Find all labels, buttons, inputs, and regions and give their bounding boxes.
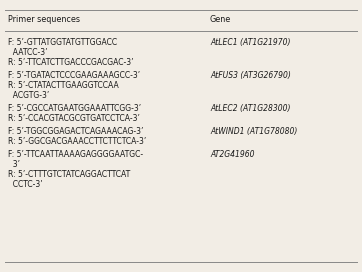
Text: AATCC-3’: AATCC-3’ <box>8 48 47 57</box>
Text: AT2G41960: AT2G41960 <box>210 150 254 159</box>
Text: 3’: 3’ <box>8 160 20 169</box>
Text: F: 5’-GTTATGGTATGTTGGACC: F: 5’-GTTATGGTATGTTGGACC <box>8 38 117 47</box>
Text: F: 5’-CGCCATGAATGGAAATTCGG-3’: F: 5’-CGCCATGAATGGAAATTCGG-3’ <box>8 104 141 113</box>
Text: Gene: Gene <box>210 15 231 24</box>
Text: Primer sequences: Primer sequences <box>8 15 80 24</box>
Text: F: 5’-TGATACTCCCGAAGAAAGCC-3’: F: 5’-TGATACTCCCGAAGAAAGCC-3’ <box>8 71 140 80</box>
Text: R: 5’-CTTTGTCTATCAGGACTTCAT: R: 5’-CTTTGTCTATCAGGACTTCAT <box>8 170 130 179</box>
Text: ACGTG-3’: ACGTG-3’ <box>8 91 49 100</box>
Text: R: 5’-CTATACTTGAAGGTCCAA: R: 5’-CTATACTTGAAGGTCCAA <box>8 81 119 90</box>
Text: R: 5’-CCACGTACGCGTGATCCTCA-3’: R: 5’-CCACGTACGCGTGATCCTCA-3’ <box>8 114 140 123</box>
Text: AtFUS3 (AT3G26790): AtFUS3 (AT3G26790) <box>210 71 291 80</box>
Text: AtLEC2 (AT1G28300): AtLEC2 (AT1G28300) <box>210 104 290 113</box>
Text: R: 5’-TTCATCTTGACCCGACGAC-3’: R: 5’-TTCATCTTGACCCGACGAC-3’ <box>8 58 134 67</box>
Text: AtLEC1 (AT1G21970): AtLEC1 (AT1G21970) <box>210 38 290 47</box>
Text: R: 5’-GGCGACGAAACCTTCTTCTCA-3’: R: 5’-GGCGACGAAACCTTCTTCTCA-3’ <box>8 137 146 146</box>
Text: F: 5’-TTCAATTAAAAGAGGGGAATGC-: F: 5’-TTCAATTAAAAGAGGGGAATGC- <box>8 150 143 159</box>
Text: CCTC-3’: CCTC-3’ <box>8 180 43 189</box>
Text: F: 5’-TGGCGGAGACTCAGAAACAG-3’: F: 5’-TGGCGGAGACTCAGAAACAG-3’ <box>8 127 143 136</box>
Text: AtWIND1 (AT1G78080): AtWIND1 (AT1G78080) <box>210 127 297 136</box>
